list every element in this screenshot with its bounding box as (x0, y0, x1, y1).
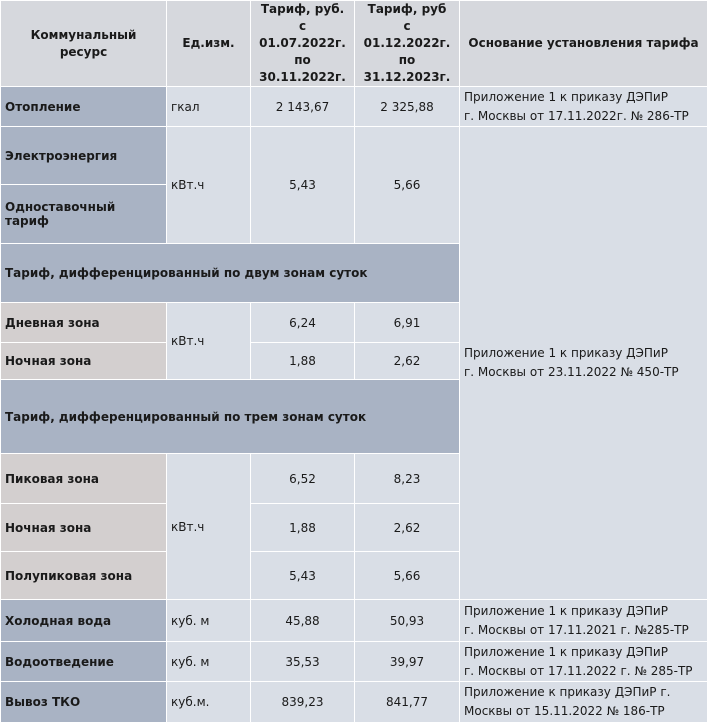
tariff2-electricity: 5,66 (355, 127, 460, 244)
basis-heating-line1: Приложение 1 к приказу ДЭПиР (464, 88, 703, 107)
tariff2-three-zone-semipeak: 5,66 (355, 552, 460, 600)
header-tariff-period-1: Тариф, руб. с 01.07.2022г. по 30.11.2022… (251, 1, 355, 87)
resource-sewage: Водоотведение (1, 642, 167, 682)
resource-cold-water: Холодная вода (1, 600, 167, 642)
tariff1-cold-water: 45,88 (251, 600, 355, 642)
header-tariff2-line1: Тариф, руб (359, 1, 455, 18)
header-row: Коммунальный ресурс Ед.изм. Тариф, руб. … (1, 1, 707, 87)
header-resource: Коммунальный ресурс (1, 1, 167, 87)
header-unit: Ед.изм. (167, 1, 251, 87)
header-tariff1-line1: Тариф, руб. (255, 1, 350, 18)
table-row-cold-water: Холодная вода куб. м 45,88 50,93 Приложе… (1, 600, 707, 642)
resource-two-zone-night: Ночная зона (1, 343, 167, 380)
tariff2-three-zone-peak: 8,23 (355, 454, 460, 504)
basis-waste-line2: Москвы от 15.11.2022 № 186-ТР (464, 702, 703, 721)
unit-heating: гкал (167, 87, 251, 127)
tariff2-three-zone-night: 2,62 (355, 504, 460, 552)
tariff1-three-zone-semipeak: 5,43 (251, 552, 355, 600)
basis-cold-water-line1: Приложение 1 к приказу ДЭПиР (464, 602, 703, 621)
unit-two-zone: кВт.ч (167, 303, 251, 380)
resource-waste: Вывоз ТКО (1, 682, 167, 723)
tariff2-waste: 841,77 (355, 682, 460, 723)
basis-sewage-line1: Приложение 1 к приказу ДЭПиР (464, 643, 703, 662)
resource-three-zone-semipeak: Полупиковая зона (1, 552, 167, 600)
table-row-sewage: Водоотведение куб. м 35,53 39,97 Приложе… (1, 642, 707, 682)
tariff1-sewage: 35,53 (251, 642, 355, 682)
basis-electricity: Приложение 1 к приказу ДЭПиР г. Москвы о… (460, 127, 707, 600)
table-row-electricity: Электроэнергия кВт.ч 5,43 5,66 Приложени… (1, 127, 707, 185)
tariff1-three-zone-peak: 6,52 (251, 454, 355, 504)
tariff1-electricity: 5,43 (251, 127, 355, 244)
tariff1-two-zone-day: 6,24 (251, 303, 355, 343)
resource-single-rate: Одноставочный тариф (1, 185, 167, 244)
basis-sewage-line2: г. Москвы от 17.11.2022 г. № 285-ТР (464, 662, 703, 681)
tariff2-two-zone-day: 6,91 (355, 303, 460, 343)
resource-two-zone-day: Дневная зона (1, 303, 167, 343)
basis-sewage: Приложение 1 к приказу ДЭПиР г. Москвы о… (460, 642, 707, 682)
unit-waste: куб.м. (167, 682, 251, 723)
tariff1-two-zone-night: 1,88 (251, 343, 355, 380)
basis-heating-line2: г. Москвы от 17.11.2022г. № 286-ТР (464, 107, 703, 126)
unit-electricity: кВт.ч (167, 127, 251, 244)
basis-cold-water: Приложение 1 к приказу ДЭПиР г. Москвы о… (460, 600, 707, 642)
unit-sewage: куб. м (167, 642, 251, 682)
resource-heating: Отопление (1, 87, 167, 127)
header-tariff1-line2: с 01.07.2022г. (255, 18, 350, 52)
basis-waste-line1: Приложение к приказу ДЭПиР г. (464, 683, 703, 702)
resource-three-zone-peak: Пиковая зона (1, 454, 167, 504)
basis-electricity-line1: Приложение 1 к приказу ДЭПиР (464, 344, 703, 363)
tariff1-three-zone-night: 1,88 (251, 504, 355, 552)
table-row-waste: Вывоз ТКО куб.м. 839,23 841,77 Приложени… (1, 682, 707, 723)
header-tariff2-line3: по 31.12.2023г. (359, 52, 455, 86)
resource-electricity: Электроэнергия (1, 127, 167, 185)
basis-electricity-line2: г. Москвы от 23.11.2022 № 450-ТР (464, 363, 703, 382)
group-title-two-zone: Тариф, дифференцированный по двум зонам … (1, 244, 460, 303)
header-basis: Основание установления тарифа (460, 1, 707, 87)
tariff1-heating: 2 143,67 (251, 87, 355, 127)
table-row-heating: Отопление гкал 2 143,67 2 325,88 Приложе… (1, 87, 707, 127)
tariff2-sewage: 39,97 (355, 642, 460, 682)
header-tariff1-line3: по 30.11.2022г. (255, 52, 350, 86)
basis-cold-water-line2: г. Москвы от 17.11.2021 г. №285-ТР (464, 621, 703, 640)
header-tariff-period-2: Тариф, руб с 01.12.2022г. по 31.12.2023г… (355, 1, 460, 87)
group-title-three-zone: Тариф, дифференцированный по трем зонам … (1, 380, 460, 454)
tariff2-two-zone-night: 2,62 (355, 343, 460, 380)
tariff2-heating: 2 325,88 (355, 87, 460, 127)
basis-heating: Приложение 1 к приказу ДЭПиР г. Москвы о… (460, 87, 707, 127)
header-tariff2-line2: с 01.12.2022г. (359, 18, 455, 52)
tariff1-waste: 839,23 (251, 682, 355, 723)
unit-three-zone: кВт.ч (167, 454, 251, 600)
basis-waste: Приложение к приказу ДЭПиР г. Москвы от … (460, 682, 707, 723)
resource-three-zone-night: Ночная зона (1, 504, 167, 552)
unit-cold-water: куб. м (167, 600, 251, 642)
tariff2-cold-water: 50,93 (355, 600, 460, 642)
